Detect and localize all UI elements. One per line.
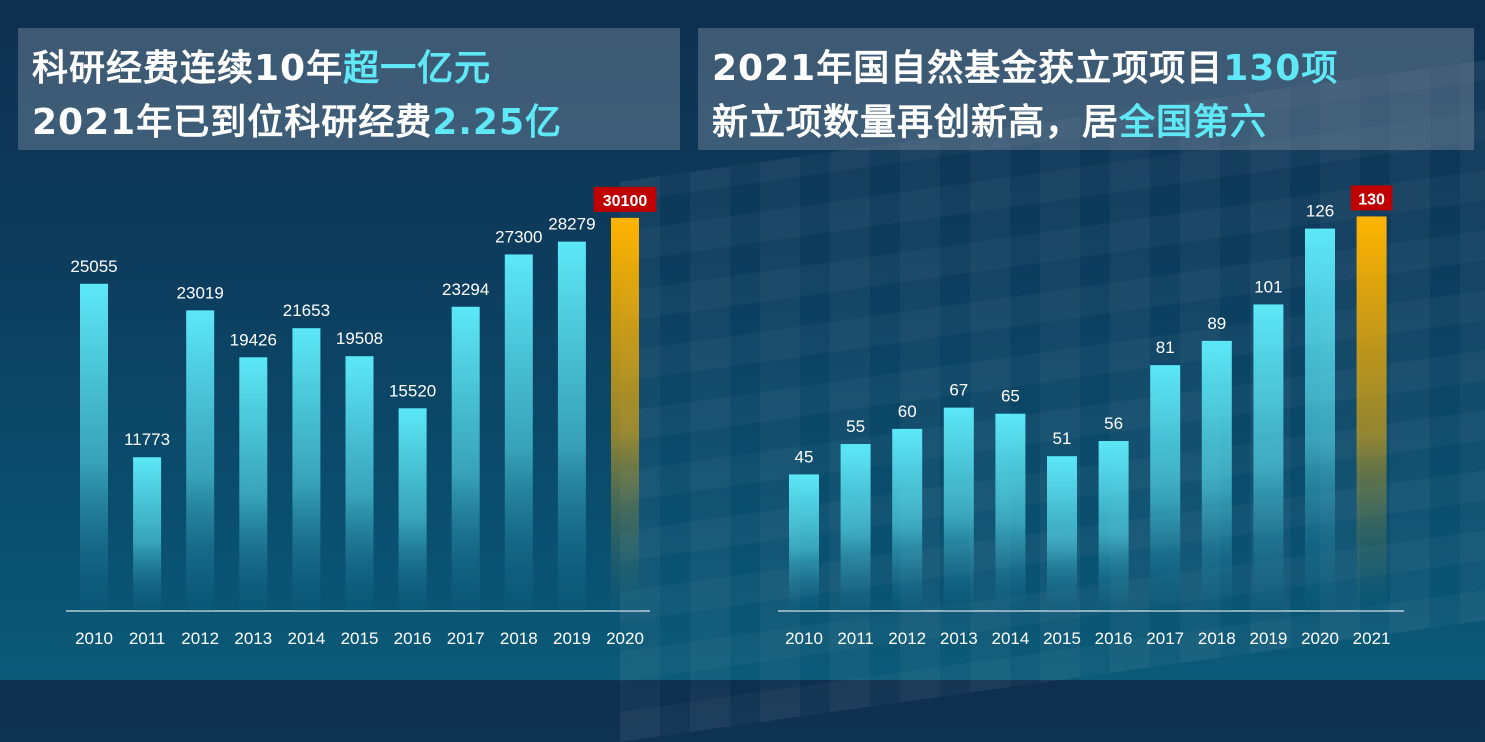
right-title-line-1-text: 2021年国自然基金获立项项目 <box>712 48 1224 89</box>
projects-bar-2012 <box>892 428 923 611</box>
funding-tick-label-2018: 2018 <box>500 629 538 648</box>
funding-bar-2010 <box>80 283 108 611</box>
projects-data-label-2013: 67 <box>949 381 968 400</box>
projects-tick-label-2020: 2020 <box>1301 629 1339 648</box>
projects-bar-2010 <box>789 474 819 611</box>
projects-data-label-2015: 51 <box>1053 429 1072 448</box>
left-title-line-2-text: 2021年已到位科研经费 <box>32 102 433 143</box>
funding-data-label-2018: 27300 <box>495 227 542 246</box>
right-title-line-1: 2021年国自然基金获立项项目130项 <box>712 42 1474 96</box>
projects-tick-label-2021: 2021 <box>1353 629 1391 648</box>
funding-tick-label-2019: 2019 <box>553 629 591 648</box>
projects-data-label-2018: 89 <box>1207 314 1226 333</box>
charts-canvas: 25055 2010 11773 2011 23019 2012 19426 2013 2165… <box>66 185 1404 648</box>
left-title-line-2: 2021年已到位科研经费2.25亿 <box>32 96 680 150</box>
funding-data-label-2016: 15520 <box>389 381 436 400</box>
funding-tick-label-2010: 2010 <box>75 629 113 648</box>
funding-bar-2011 <box>133 457 162 611</box>
funding-bar-2020 <box>611 217 639 611</box>
funding-bar-2017 <box>451 306 480 611</box>
right-title-box: 2021年国自然基金获立项项目130项 新立项数量再创新高，居全国第六 <box>698 28 1474 150</box>
projects-tick-label-2018: 2018 <box>1198 629 1236 648</box>
projects-tick-label-2016: 2016 <box>1095 629 1133 648</box>
left-title-line-1: 科研经费连续10年超一亿元 <box>32 42 680 96</box>
projects-data-label-2014: 65 <box>1001 387 1020 406</box>
projects-bar-2021 <box>1356 216 1387 611</box>
left-title-line-1-text: 科研经费连续10年 <box>32 48 344 89</box>
projects-data-label-2010: 45 <box>795 447 814 466</box>
funding-highlight-label-bg <box>593 186 657 212</box>
funding-tick-label-2020: 2020 <box>606 629 644 648</box>
funding-data-label-2020: 30100 <box>603 193 648 210</box>
projects-bar-2014 <box>995 413 1026 611</box>
funding-tick-label-2013: 2013 <box>234 629 272 648</box>
projects-data-label-2021: 130 <box>1358 191 1385 208</box>
projects-data-label-2017: 81 <box>1156 338 1175 357</box>
funding-bar-2014 <box>292 328 321 611</box>
funding-data-label-2012: 23019 <box>177 283 224 302</box>
funding-data-label-2010: 25055 <box>70 257 117 276</box>
left-title-box: 科研经费连续10年超一亿元 2021年已到位科研经费2.25亿 <box>18 28 680 150</box>
funding-data-label-2011: 11773 <box>124 430 170 449</box>
projects-bar-2019 <box>1253 304 1284 611</box>
funding-tick-label-2011: 2011 <box>129 629 166 648</box>
projects-highlight-label-bg <box>1350 185 1393 211</box>
funding-data-label-2013: 19426 <box>230 330 277 349</box>
projects-data-label-2016: 56 <box>1104 414 1123 433</box>
funding-data-label-2014: 21653 <box>283 301 330 320</box>
right-title-line-2: 新立项数量再创新高，居全国第六 <box>712 96 1474 150</box>
funding-bar-2019 <box>557 241 586 611</box>
funding-tick-label-2014: 2014 <box>287 629 325 648</box>
funding-bar-2013 <box>239 357 268 611</box>
left-title-line-1-highlight: 超一亿元 <box>343 48 492 89</box>
projects-bar-2015 <box>1047 456 1077 611</box>
projects-tick-label-2012: 2012 <box>888 629 926 648</box>
projects-tick-label-2019: 2019 <box>1249 629 1287 648</box>
projects-data-label-2011: 55 <box>846 417 865 436</box>
funding-data-label-2017: 23294 <box>442 280 489 299</box>
funding-bar-2016 <box>398 408 427 611</box>
projects-tick-label-2017: 2017 <box>1146 629 1184 648</box>
nsfc-projects-chart: 45 2010 55 2011 60 2012 67 2013 65 2014 51 2015 56 20… <box>778 185 1404 648</box>
projects-bar-2020 <box>1305 228 1335 611</box>
funding-bar-2018 <box>504 254 533 612</box>
projects-tick-label-2010: 2010 <box>785 629 823 648</box>
projects-tick-label-2014: 2014 <box>991 629 1029 648</box>
projects-bar-2017 <box>1150 365 1181 611</box>
research-funding-chart: 25055 2010 11773 2011 23019 2012 19426 2013 2165… <box>66 186 657 648</box>
funding-tick-label-2015: 2015 <box>341 629 379 648</box>
projects-tick-label-2011: 2011 <box>837 629 874 648</box>
projects-bar-2013 <box>943 407 974 611</box>
funding-data-label-2015: 19508 <box>336 329 383 348</box>
projects-bar-2016 <box>1098 441 1129 611</box>
right-title-line-2-highlight: 全国第六 <box>1119 102 1268 143</box>
projects-data-label-2019: 101 <box>1254 277 1282 296</box>
funding-data-label-2019: 28279 <box>548 215 595 234</box>
left-title-line-2-highlight: 2.25亿 <box>432 102 563 143</box>
projects-bar-2018 <box>1201 340 1232 611</box>
projects-bar-2011 <box>840 444 871 611</box>
projects-data-label-2020: 126 <box>1306 202 1334 221</box>
projects-tick-label-2015: 2015 <box>1043 629 1081 648</box>
right-title-line-1-highlight: 130项 <box>1223 48 1339 89</box>
funding-tick-label-2017: 2017 <box>447 629 485 648</box>
funding-tick-label-2012: 2012 <box>181 629 219 648</box>
projects-data-label-2012: 60 <box>898 402 917 421</box>
right-title-line-2-text: 新立项数量再创新高，居 <box>712 102 1120 143</box>
funding-bar-2015 <box>345 356 374 611</box>
funding-tick-label-2016: 2016 <box>394 629 432 648</box>
funding-bar-2012 <box>186 310 215 611</box>
projects-tick-label-2013: 2013 <box>940 629 978 648</box>
